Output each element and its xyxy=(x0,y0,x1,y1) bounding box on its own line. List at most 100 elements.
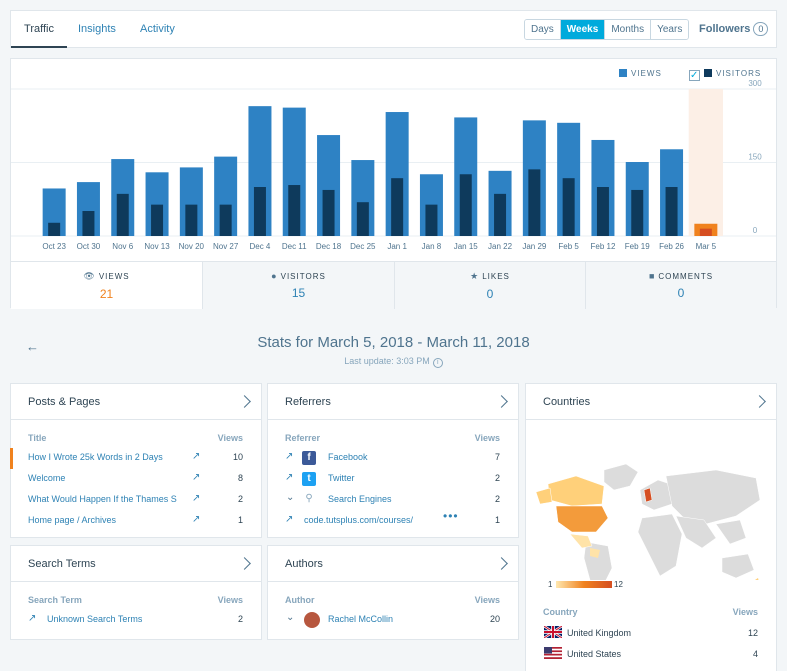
search-terms-module: Search Terms Search Term Views ↗ Unknown… xyxy=(10,545,262,640)
external-link-icon[interactable]: ↗ xyxy=(192,493,201,504)
visitors-bar[interactable] xyxy=(116,193,129,236)
stats-period-title: Stats for March 5, 2018 - March 11, 2018 xyxy=(257,334,530,351)
visitors-bar[interactable] xyxy=(253,187,266,236)
list-item: ↗ code.tutsplus.com/courses/ ••• 1 xyxy=(268,509,518,532)
visitors-bar[interactable] xyxy=(219,204,232,236)
avatar xyxy=(304,612,320,628)
referrer-link[interactable]: code.tutsplus.com/courses/ xyxy=(304,515,414,525)
selected-column[interactable] xyxy=(688,89,723,236)
chevron-right-icon[interactable] xyxy=(495,557,508,570)
posts-pages-header[interactable]: Posts & Pages xyxy=(11,384,261,420)
map-region-colombia xyxy=(590,548,600,558)
visitors-bar[interactable] xyxy=(665,187,678,236)
followers-link[interactable]: Followers 0 xyxy=(699,22,769,36)
visitors-bar[interactable] xyxy=(459,174,472,236)
visitors-bar[interactable] xyxy=(391,178,404,236)
chevron-down-icon[interactable]: ⌄ xyxy=(286,612,295,623)
visitors-bar[interactable] xyxy=(562,178,575,236)
search-terms-col-views: Views xyxy=(217,595,243,605)
visitors-bar[interactable] xyxy=(699,228,712,236)
countries-header[interactable]: Countries xyxy=(526,384,776,420)
chevron-right-icon[interactable] xyxy=(238,395,251,408)
visitors-bar[interactable] xyxy=(48,222,61,236)
visitors-bar[interactable] xyxy=(596,187,609,236)
chevron-down-icon[interactable]: ⌄ xyxy=(286,492,295,503)
post-link[interactable]: What Would Happen If the Thames S xyxy=(28,494,177,504)
author-link[interactable]: Rachel McCollin xyxy=(328,614,394,624)
search-icon: ⚲ xyxy=(305,493,313,504)
summary-tab-visitors[interactable]: ● VISITORS 15 xyxy=(202,261,394,309)
legend-visitors[interactable]: ✓ VISITORS xyxy=(689,69,761,81)
world-map xyxy=(535,463,761,580)
visitors-bar[interactable] xyxy=(322,189,335,236)
period-days-button[interactable]: Days xyxy=(525,20,561,39)
x-tick-label: Nov 27 xyxy=(213,242,239,251)
info-icon[interactable]: i xyxy=(432,358,443,368)
summary-likes-label: LIKES xyxy=(482,272,510,281)
tab-insights[interactable]: Insights xyxy=(78,23,116,35)
chevron-right-icon[interactable] xyxy=(238,557,251,570)
referrer-link[interactable]: Twitter xyxy=(328,473,355,483)
visitors-bar[interactable] xyxy=(82,211,95,236)
period-months-button[interactable]: Months xyxy=(605,20,652,39)
tab-activity[interactable]: Activity xyxy=(140,23,175,35)
authors-header[interactable]: Authors xyxy=(268,546,518,582)
x-tick-label: Nov 20 xyxy=(179,242,205,251)
country-views: 4 xyxy=(752,649,758,659)
x-tick-label: Dec 11 xyxy=(282,242,307,251)
map-region-alaska xyxy=(535,487,553,505)
star-icon: ★ xyxy=(470,271,480,281)
x-tick-label: Dec 25 xyxy=(350,242,376,251)
x-tick-label: Feb 19 xyxy=(625,242,650,251)
search-term-link[interactable]: Unknown Search Terms xyxy=(47,614,143,624)
post-link[interactable]: Home page / Archives xyxy=(28,515,117,525)
x-tick-label: Jan 29 xyxy=(522,242,547,251)
list-item: Welcome ↗ 8 xyxy=(11,469,261,490)
more-options-icon[interactable]: ••• xyxy=(443,509,459,523)
visitors-bar[interactable] xyxy=(528,169,541,236)
map-region-us xyxy=(555,505,609,533)
list-item: ⌄ Rachel McCollin 20 xyxy=(268,610,518,631)
visitors-bar[interactable] xyxy=(425,204,438,236)
countries-module: Countries xyxy=(525,383,777,671)
external-link-icon[interactable]: ↗ xyxy=(192,514,201,525)
map-region-mexico xyxy=(569,533,593,549)
period-years-button[interactable]: Years xyxy=(651,20,689,39)
period-weeks-button[interactable]: Weeks xyxy=(560,20,606,39)
back-arrow-icon[interactable]: ← xyxy=(26,339,39,354)
summary-tab-comments[interactable]: ■ COMMENTS 0 xyxy=(585,261,776,309)
external-link-icon[interactable]: ↗ xyxy=(192,472,201,483)
x-tick-label: Feb 12 xyxy=(590,242,615,251)
summary-tab-views[interactable]: 👁 VIEWS 21 xyxy=(11,261,202,309)
checkbox-icon[interactable]: ✓ xyxy=(689,70,700,81)
visitors-bar[interactable] xyxy=(185,204,198,236)
visitors-bar[interactable] xyxy=(631,189,644,236)
visitors-bar[interactable] xyxy=(288,185,301,236)
external-link-icon[interactable]: ↗ xyxy=(285,472,294,483)
visitors-bar[interactable] xyxy=(356,202,369,236)
search-terms-header[interactable]: Search Terms xyxy=(11,546,261,582)
visitors-bar[interactable] xyxy=(494,193,507,236)
external-link-icon[interactable]: ↗ xyxy=(285,451,294,462)
referrer-link[interactable]: Facebook xyxy=(328,452,368,462)
posts-pages-title: Posts & Pages xyxy=(28,396,101,408)
post-link[interactable]: How I Wrote 25k Words in 2 Days xyxy=(28,452,163,462)
last-update-text: Last update: 3:03 PM xyxy=(344,356,430,366)
chevron-right-icon[interactable] xyxy=(495,395,508,408)
external-link-icon[interactable]: ↗ xyxy=(192,451,201,462)
external-link-icon[interactable]: ↗ xyxy=(28,613,37,624)
referrer-link[interactable]: Search Engines xyxy=(328,494,392,504)
referrers-header[interactable]: Referrers xyxy=(268,384,518,420)
tab-traffic[interactable]: Traffic xyxy=(11,11,67,48)
followers-count-badge: 0 xyxy=(753,22,769,36)
post-link[interactable]: Welcome xyxy=(28,473,66,483)
external-link-icon[interactable]: ↗ xyxy=(285,514,294,525)
summary-tab-likes[interactable]: ★ LIKES 0 xyxy=(394,261,585,309)
y-tick-label: 150 xyxy=(748,153,762,162)
twitter-icon: t xyxy=(302,472,316,486)
comment-icon: ■ xyxy=(648,271,656,281)
chevron-right-icon[interactable] xyxy=(753,395,766,408)
visitors-bar[interactable] xyxy=(151,204,164,236)
list-item: ↗ Unknown Search Terms 2 xyxy=(11,610,261,631)
list-item: ↗ f Facebook 7 xyxy=(268,448,518,469)
